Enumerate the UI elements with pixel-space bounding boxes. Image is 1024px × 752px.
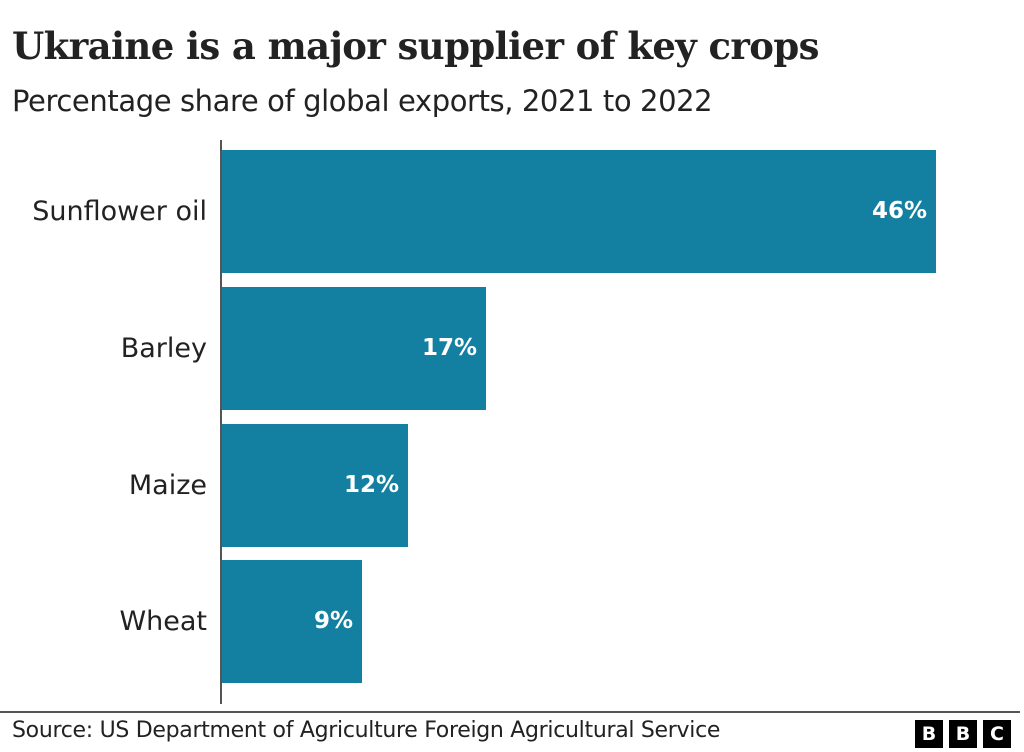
source-note: Source: US Department of Agriculture For… [12,718,721,743]
bar: 9% [222,560,362,683]
bar-value-label: 9% [313,608,353,634]
bbc-logo-letter: B [915,720,943,748]
bar: 12% [222,424,408,547]
bar-row: Wheat 9% [0,560,1024,683]
bar-value-label: 12% [343,472,399,498]
bbc-logo: B B C [915,720,1011,748]
bar: 46% [222,150,936,273]
bar-row: Barley 17% [0,287,1024,410]
bbc-logo-letter: C [983,720,1011,748]
category-label: Barley [120,333,207,364]
footer-divider [0,711,1020,713]
bar-row: Maize 12% [0,424,1024,547]
bar-value-label: 17% [421,335,477,361]
category-label: Maize [128,470,207,501]
category-label: Wheat [119,606,207,637]
chart-subtitle: Percentage share of global exports, 2021… [12,84,713,118]
bbc-logo-letter: B [949,720,977,748]
bar-value-label: 46% [871,198,927,224]
category-label: Sunflower oil [32,196,207,227]
bar: 17% [222,287,486,410]
bar-row: Sunflower oil 46% [0,150,1024,273]
chart-title: Ukraine is a major supplier of key crops [12,24,819,68]
y-axis-line [220,140,222,704]
